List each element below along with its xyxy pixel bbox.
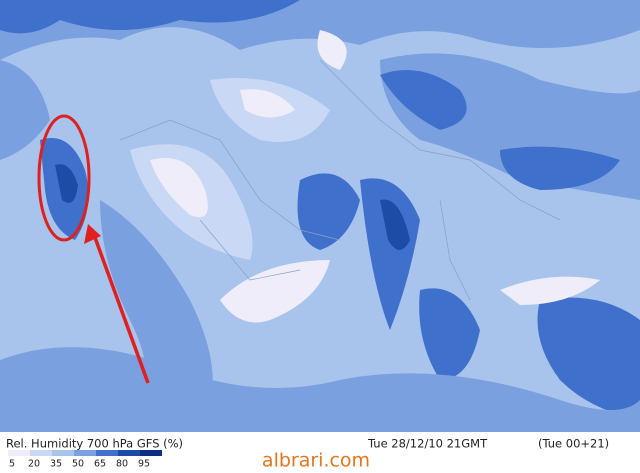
map-title: Rel. Humidity 700 hPa GFS (%) <box>6 437 183 451</box>
watermark: albrari.com <box>262 450 370 470</box>
forecast: (Tue 00+21) <box>538 437 609 451</box>
legend: 5 20 35 50 65 80 95 <box>8 450 162 470</box>
legend-label: 5 <box>9 459 15 470</box>
legend-swatch <box>52 450 74 456</box>
legend-swatch <box>8 450 30 456</box>
arrow-head <box>84 224 101 244</box>
legend-swatch <box>140 450 162 456</box>
arrow <box>91 231 150 384</box>
legend-swatch <box>118 450 140 456</box>
legend-label: 80 <box>116 459 128 470</box>
valid-time: Tue 28/12/10 21GMT <box>367 437 488 451</box>
legend-swatch <box>96 450 118 456</box>
map-area <box>0 0 640 432</box>
legend-label: 35 <box>50 459 62 470</box>
highlight-ellipse <box>37 114 91 242</box>
legend-label: 65 <box>94 459 106 470</box>
legend-label: 20 <box>28 459 40 470</box>
legend-label: 95 <box>138 459 150 470</box>
legend-swatch <box>74 450 96 456</box>
legend-label: 50 <box>72 459 84 470</box>
legend-swatch <box>30 450 52 456</box>
